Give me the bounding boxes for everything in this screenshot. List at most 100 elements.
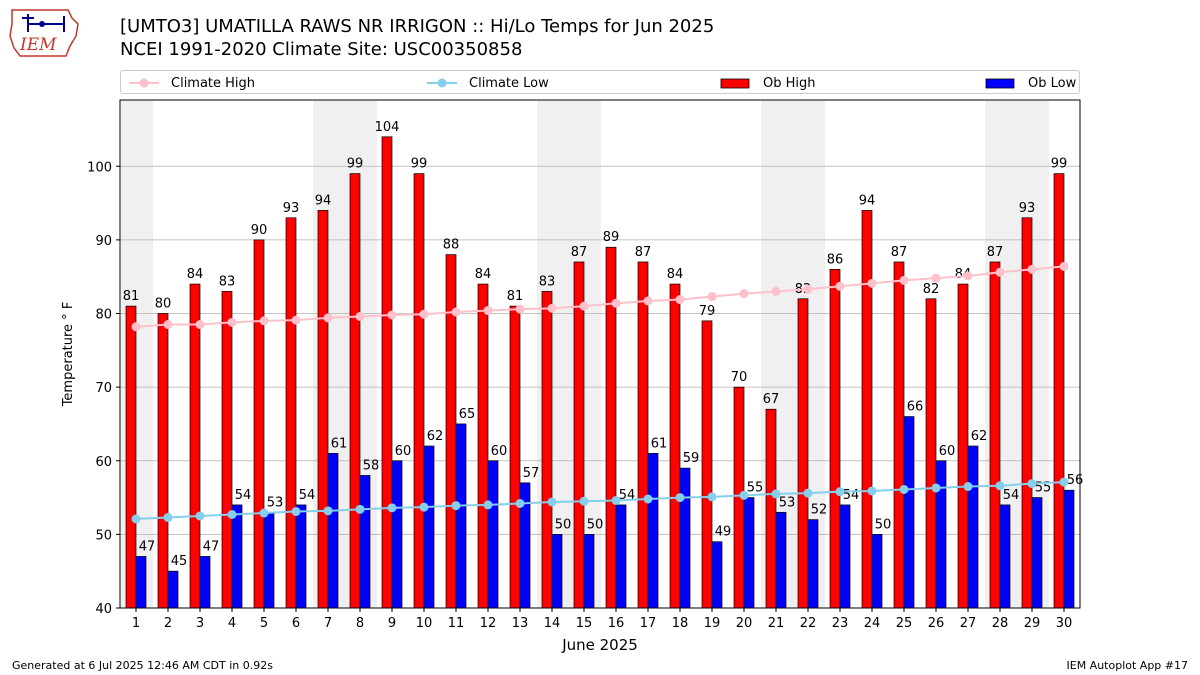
- plot-frame: [119, 99, 1081, 609]
- ob-high-label: 99: [347, 157, 364, 172]
- climate-low-point: [579, 496, 589, 506]
- legend-ob-low: Ob Low: [984, 74, 1076, 92]
- climate-low-point: [675, 493, 685, 503]
- climate-high-point: [259, 316, 269, 326]
- climate-high-point: [899, 275, 909, 285]
- climate-low-point: [1059, 477, 1069, 487]
- climate-low-point: [899, 484, 909, 494]
- climate-high-point: [355, 311, 365, 321]
- climate-high-point: [995, 267, 1005, 277]
- ob-low-bar: [903, 416, 915, 609]
- ob-low-bar: [551, 534, 563, 609]
- climate-high-point: [963, 271, 973, 281]
- ob-high-bar: [285, 217, 297, 609]
- climate-low-point: [195, 511, 205, 521]
- ob-low-bar: [231, 504, 243, 609]
- ob-low-label: 61: [651, 436, 668, 451]
- ob-low-label: 66: [907, 400, 924, 415]
- y-tick-label: 70: [95, 381, 112, 396]
- x-tick-label: 26: [928, 616, 945, 631]
- ob-low-bar: [807, 519, 819, 609]
- legend-label-climate-high: Climate High: [171, 75, 256, 91]
- ob-low-bar: [1063, 489, 1075, 609]
- y-tick-label: 80: [95, 308, 112, 323]
- ob-high-label: 83: [219, 274, 236, 289]
- climate-high-point: [515, 304, 525, 314]
- ob-low-label: 54: [1003, 488, 1020, 503]
- ob-high-label: 89: [603, 230, 620, 245]
- y-tick-label: 90: [95, 234, 112, 249]
- x-tick-label: 19: [704, 616, 721, 631]
- legend-climate-low: Climate Low: [425, 74, 549, 92]
- ob-high-bar: [925, 298, 937, 609]
- chart-subtitle: NCEI 1991-2020 Climate Site: USC00350858: [120, 39, 523, 60]
- climate-high-point: [163, 320, 173, 330]
- ob-low-label: 60: [395, 444, 412, 459]
- climate-high-point: [1027, 264, 1037, 274]
- climate-low-point: [291, 507, 301, 517]
- x-tick-label: 21: [768, 616, 785, 631]
- ob-low-label: 65: [459, 407, 476, 422]
- x-tick-label: 25: [896, 616, 913, 631]
- climate-high-point: [643, 296, 653, 306]
- x-tick-label: 7: [324, 616, 332, 631]
- climate-low-point: [131, 514, 141, 524]
- ob-high-label: 86: [827, 252, 844, 267]
- climate-high-point: [739, 289, 749, 299]
- climate-high-point: [1059, 261, 1069, 271]
- climate-low-point: [387, 503, 397, 513]
- x-tick-label: 4: [228, 616, 236, 631]
- ob-low-bar: [199, 556, 211, 609]
- climate-low-point: [355, 504, 365, 514]
- climate-low-point: [1027, 479, 1037, 489]
- legend-label-ob-low: Ob Low: [1028, 75, 1077, 91]
- climate-low-line: [135, 481, 1065, 520]
- ob-high-label: 81: [507, 289, 524, 304]
- ob-high-bar: [509, 305, 521, 609]
- legend-ob-high: Ob High: [719, 74, 816, 92]
- ob-high-label: 84: [667, 267, 684, 282]
- x-tick-label: 23: [832, 616, 849, 631]
- ob-low-bar: [167, 570, 179, 609]
- ob-low-label: 57: [523, 466, 540, 481]
- y-axis-label: Temperature ° F: [61, 302, 76, 408]
- climate-low-point: [515, 498, 525, 508]
- climate-high-point: [419, 309, 429, 319]
- ob-high-bar: [765, 408, 777, 609]
- x-tick-label: 18: [672, 616, 689, 631]
- ob-low-bar: [391, 460, 403, 609]
- ob-low-label: 50: [555, 517, 572, 532]
- climate-high-point: [227, 317, 237, 327]
- ob-low-label: 54: [843, 488, 860, 503]
- x-tick-label: 8: [356, 616, 364, 631]
- x-tick-label: 17: [640, 616, 657, 631]
- ob-high-label: 81: [123, 289, 140, 304]
- ob-low-label: 60: [939, 444, 956, 459]
- x-tick-label: 13: [512, 616, 529, 631]
- ob-high-bar: [1021, 217, 1033, 609]
- x-tick-label: 11: [448, 616, 465, 631]
- ob-high-bar: [125, 305, 137, 609]
- x-tick-label: 29: [1024, 616, 1041, 631]
- climate-high-swatch: [129, 78, 159, 88]
- x-tick-label: 16: [608, 616, 625, 631]
- ob-low-bar: [423, 445, 435, 609]
- ob-high-bar: [957, 283, 969, 609]
- ob-high-label: 93: [1019, 201, 1036, 216]
- ob-low-bar: [487, 460, 499, 609]
- ob-high-bar: [189, 283, 201, 609]
- ob-high-label: 104: [375, 120, 400, 135]
- ob-low-bar: [1031, 497, 1043, 609]
- ob-high-bar: [573, 261, 585, 609]
- climate-high-point: [771, 286, 781, 296]
- ob-low-bar: [615, 504, 627, 609]
- iem-logo: IEM: [8, 6, 82, 60]
- ob-low-bar: [263, 511, 275, 609]
- ob-low-label: 53: [267, 495, 284, 510]
- y-tick-label: 40: [95, 602, 112, 617]
- legend-label-ob-high: Ob High: [763, 75, 816, 91]
- ob-low-label: 47: [139, 539, 156, 554]
- ob-low-bar: [583, 534, 595, 609]
- ob-low-bar: [935, 460, 947, 609]
